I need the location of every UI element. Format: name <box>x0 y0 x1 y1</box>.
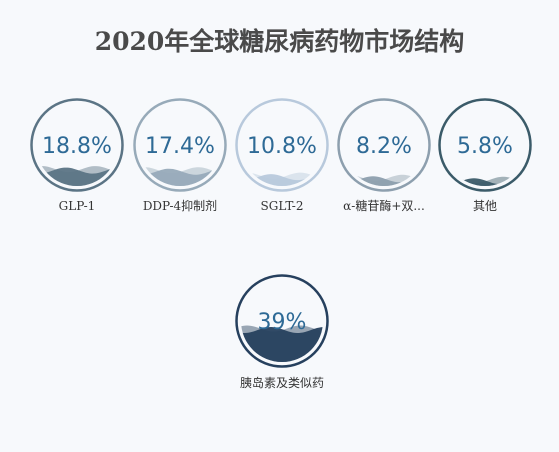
gauge-label: SGLT-2 <box>261 199 304 213</box>
gauge-value: 8.2% <box>356 134 412 159</box>
gauge-ring <box>30 98 124 192</box>
liquid-gauge-5: 39% 胰岛素及类似药 <box>235 274 329 390</box>
gauge-ring <box>235 98 329 192</box>
gauge-label: DDP-4抑制剂 <box>143 198 217 213</box>
liquid-gauge-0: 18.8% GLP-1 <box>30 98 124 213</box>
liquid-wave <box>343 176 425 186</box>
gauge-value: 17.4% <box>145 134 215 159</box>
liquid-gauge-1: 17.4% DDP-4抑制剂 <box>133 98 227 213</box>
liquid-wave <box>444 178 526 186</box>
liquid-wave <box>241 174 323 186</box>
liquid-wave <box>139 168 221 186</box>
gauge-label: 其他 <box>473 199 497 213</box>
liquid-wave-back <box>444 176 526 186</box>
liquid-wave <box>36 167 118 186</box>
gauge-value: 39% <box>258 310 307 335</box>
liquid-gauge-2: 10.8% SGLT-2 <box>235 98 329 213</box>
gauge-ring <box>438 98 532 192</box>
gauge-value: 18.8% <box>42 134 112 159</box>
gauge-ring <box>337 98 431 192</box>
gauge-label: 胰岛素及类似药 <box>240 375 324 390</box>
chart-title: 2020年全球糖尿病药物市场结构 <box>94 27 465 56</box>
gauge-ring <box>235 274 329 368</box>
gauge-value: 10.8% <box>247 134 317 159</box>
gauge-ring <box>133 98 227 192</box>
gauge-value: 5.8% <box>457 134 513 159</box>
gauge-label: GLP-1 <box>59 199 96 213</box>
liquid-gauge-4: 5.8% 其他 <box>438 98 532 213</box>
liquid-gauge-3: 8.2% α-糖苷酶+双... <box>337 98 431 213</box>
gauge-label: α-糖苷酶+双... <box>343 198 425 213</box>
